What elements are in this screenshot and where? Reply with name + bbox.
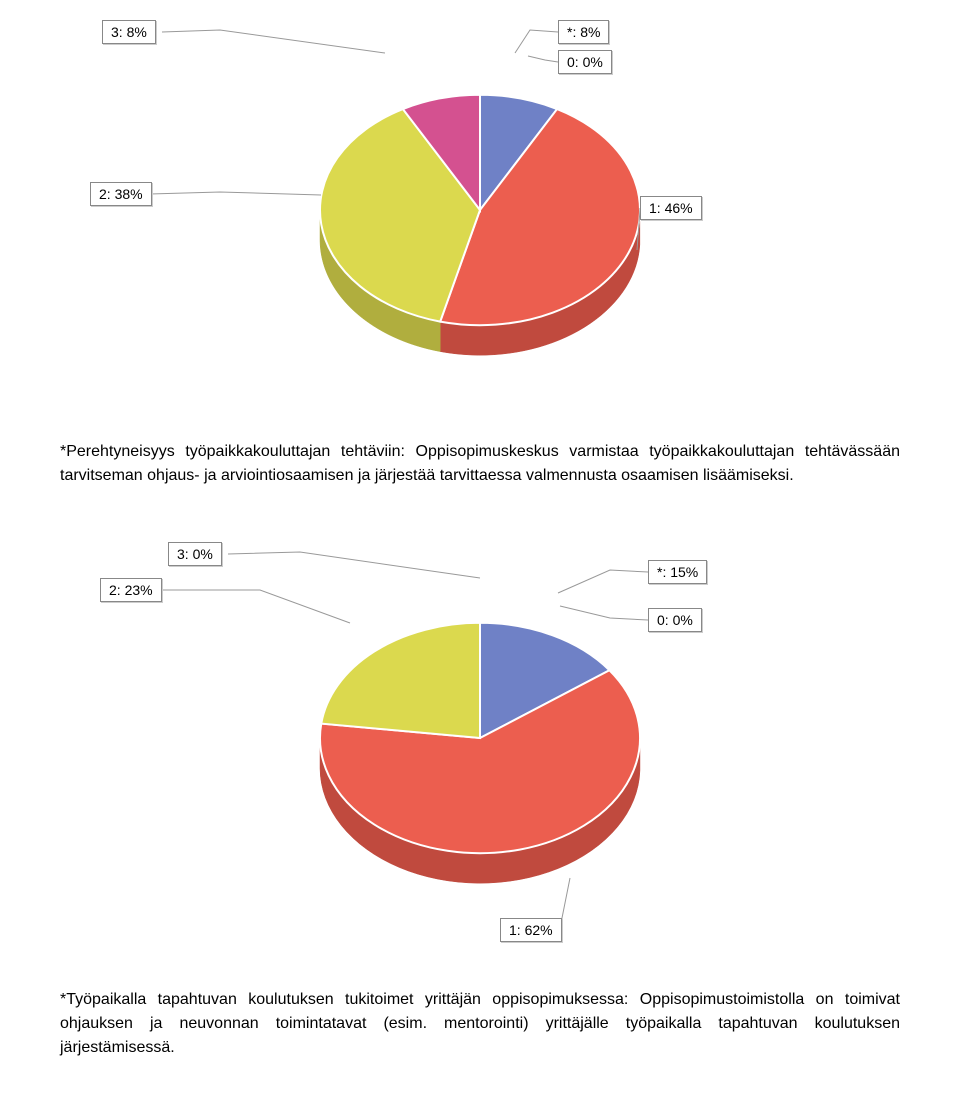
pie-label: 0: 0%: [648, 608, 702, 632]
leader-line: [528, 56, 558, 62]
pie-label: 3: 0%: [168, 542, 222, 566]
pie-label: 2: 23%: [100, 578, 162, 602]
pie-label: 1: 46%: [640, 196, 702, 220]
leader-line: [228, 552, 480, 578]
chart1-pie: 3: 8% *: 8% 0: 0% 2: 38% 1: 46%: [0, 20, 960, 420]
leader-line: [150, 192, 321, 195]
pie-label: *: 8%: [558, 20, 609, 44]
chart1-section: 3: 8% *: 8% 0: 0% 2: 38% 1: 46% *Perehtyneis…: [0, 0, 960, 528]
pie-label: 2: 38%: [90, 182, 152, 206]
leader-line: [162, 30, 385, 53]
leader-line: [560, 606, 648, 620]
leader-line: [558, 570, 648, 593]
pie-label: 1: 62%: [500, 918, 562, 942]
chart2-caption: *Työpaikalla tapahtuvan koulutuksen tuki…: [60, 988, 900, 1060]
chart2-section: 3: 0%2: 23% *: 15% 0: 0% 1: 62% *Työpaikall…: [0, 528, 960, 1100]
pie-label: 3: 8%: [102, 20, 156, 44]
chart2-pie: 3: 0%2: 23%*: 15%0: 0%1: 62%: [0, 548, 960, 968]
leader-line: [515, 30, 558, 53]
chart1-caption: *Perehtyneisyys työpaikkakouluttajan teh…: [60, 440, 900, 488]
pie-slice: [321, 623, 480, 738]
leader-line: [160, 590, 350, 623]
pie-label: 0: 0%: [558, 50, 612, 74]
pie-label: *: 15%: [648, 560, 707, 584]
